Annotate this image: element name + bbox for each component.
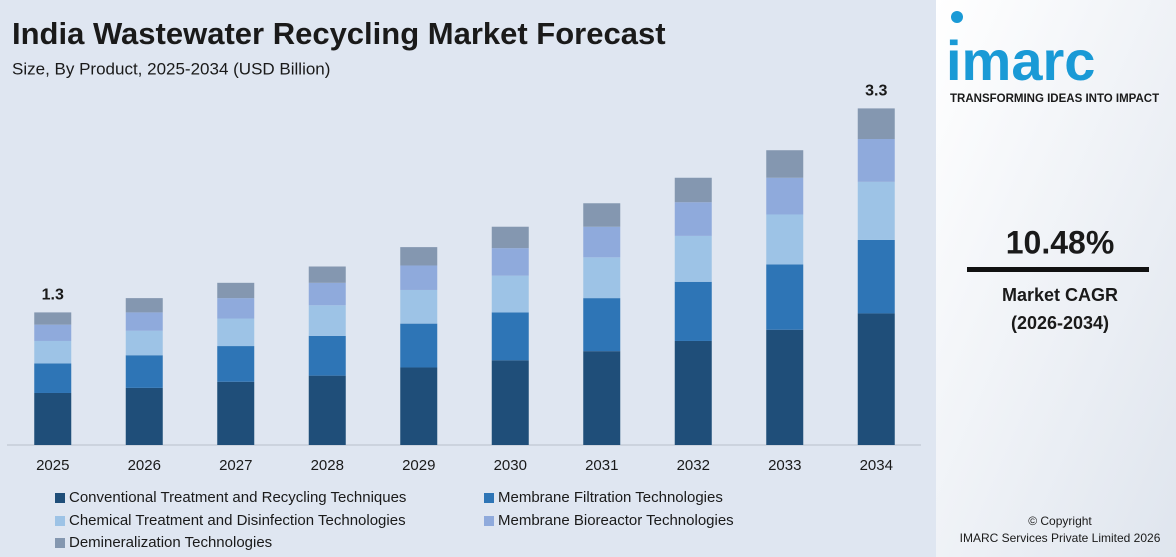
bar-segment	[217, 298, 255, 319]
legend-label: Membrane Bioreactor Technologies	[498, 512, 734, 529]
bar-segment	[308, 266, 346, 283]
bar-segment	[308, 282, 346, 306]
bar-segment	[766, 329, 804, 445]
bar-segment	[674, 177, 712, 203]
bar-segment	[674, 340, 712, 445]
bar-segment	[491, 312, 529, 361]
x-tick-label: 2025	[36, 457, 69, 474]
bar-segment	[400, 289, 438, 324]
x-tick-label: 2034	[860, 457, 893, 474]
legend-swatch	[55, 538, 65, 548]
total-label: 1.3	[42, 287, 64, 304]
bar-segment	[125, 330, 163, 356]
bar-segment	[674, 235, 712, 282]
legend-swatch	[484, 493, 494, 503]
legend-label: Conventional Treatment and Recycling Tec…	[69, 489, 406, 506]
copyright: © Copyright	[1028, 514, 1092, 528]
bar-segment	[674, 202, 712, 236]
bar-segment	[674, 281, 712, 341]
legend-swatch	[55, 493, 65, 503]
sidebar-panel	[936, 0, 1176, 557]
bar-segment	[34, 312, 72, 325]
legend-label: Demineralization Technologies	[69, 534, 272, 551]
total-label: 3.3	[865, 83, 887, 100]
bar-segment	[491, 226, 529, 249]
x-tick-label: 2028	[311, 457, 344, 474]
legend-swatch	[55, 516, 65, 526]
bar-segment	[308, 375, 346, 445]
bar-segment	[34, 363, 72, 393]
bar-segment	[491, 360, 529, 445]
x-tick-label: 2032	[677, 457, 710, 474]
cagr-label: Market CAGR	[1002, 285, 1118, 305]
bar-segment	[857, 313, 895, 445]
bar-segment	[217, 282, 255, 299]
bar-segment	[217, 318, 255, 347]
bar-segment	[857, 239, 895, 314]
bar-segment	[308, 305, 346, 336]
bar-segment	[583, 351, 621, 445]
bar-segment	[400, 323, 438, 368]
chart-title: India Wastewater Recycling Market Foreca…	[12, 16, 666, 51]
bar-segment	[125, 387, 163, 445]
bar-segment	[125, 312, 163, 331]
bar-segment	[34, 392, 72, 445]
bar-segment	[857, 181, 895, 240]
bar-segment	[125, 298, 163, 313]
bar-segment	[491, 275, 529, 313]
bar-segment	[766, 177, 804, 215]
bar-segment	[491, 248, 529, 276]
copyright-holder: IMARC Services Private Limited 2026	[960, 531, 1161, 545]
x-tick-label: 2027	[219, 457, 252, 474]
bar-segment	[583, 257, 621, 299]
legend-label: Membrane Filtration Technologies	[498, 489, 723, 506]
bar-segment	[34, 340, 72, 364]
logo: imarc	[946, 29, 1095, 92]
x-tick-label: 2030	[494, 457, 527, 474]
bar-segment	[125, 355, 163, 388]
bar-segment	[857, 108, 895, 139]
bar-segment	[583, 298, 621, 352]
bar-segment	[217, 381, 255, 445]
x-tick-label: 2026	[128, 457, 161, 474]
bar-segment	[400, 265, 438, 290]
cagr-rule	[967, 267, 1149, 272]
cagr-period: (2026-2034)	[1011, 313, 1109, 333]
bar-segment	[583, 203, 621, 227]
bar-segment	[308, 335, 346, 376]
bar-segment	[34, 324, 72, 341]
x-tick-label: 2033	[768, 457, 801, 474]
chart-subtitle: Size, By Product, 2025-2034 (USD Billion…	[12, 59, 330, 78]
x-tick-label: 2029	[402, 457, 435, 474]
bar-segment	[766, 214, 804, 265]
x-tick-label: 2031	[585, 457, 618, 474]
legend-label: Chemical Treatment and Disinfection Tech…	[69, 512, 406, 529]
bar-segment	[766, 264, 804, 330]
bar-segment	[766, 150, 804, 178]
cagr-value: 10.48%	[1006, 224, 1115, 260]
bar-segment	[583, 226, 621, 258]
bar-segment	[217, 346, 255, 382]
bar-segment	[400, 367, 438, 445]
legend-swatch	[484, 516, 494, 526]
logo-dot	[951, 11, 963, 23]
bar-segment	[857, 139, 895, 182]
bar-segment	[400, 247, 438, 266]
tagline: TRANSFORMING IDEAS INTO IMPACT	[950, 93, 1159, 105]
